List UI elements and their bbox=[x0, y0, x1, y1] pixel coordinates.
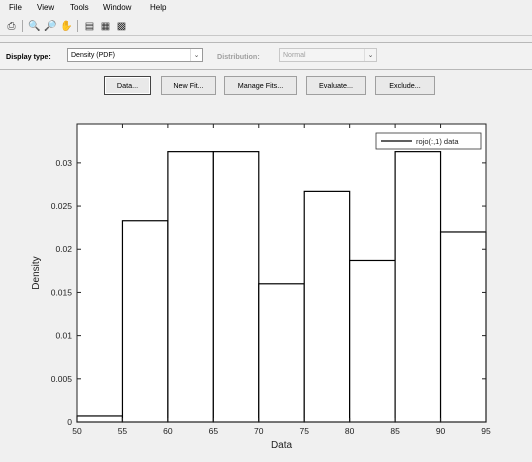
exclude-button[interactable]: Exclude... bbox=[375, 76, 435, 95]
legend-icon[interactable]: ▤ bbox=[84, 20, 95, 32]
grid-icon[interactable]: ▦ bbox=[100, 20, 111, 32]
distribution-value: Normal bbox=[283, 52, 306, 59]
zoom-out-icon[interactable]: 🔎 bbox=[44, 20, 57, 32]
manage-fits-button[interactable]: Manage Fits... bbox=[224, 76, 297, 95]
histogram-bar bbox=[394, 151, 442, 423]
y-tick-label: 0.02 bbox=[55, 244, 72, 254]
y-tick-label: 0.025 bbox=[51, 201, 73, 211]
zoom-in-icon[interactable]: 🔍 bbox=[28, 20, 41, 32]
histogram-bar bbox=[439, 231, 487, 423]
y-tick-label: 0.01 bbox=[55, 331, 72, 341]
display-controls: Display type: Density (PDF) ⌄ Distributi… bbox=[0, 42, 532, 70]
new-fit-button[interactable]: New Fit... bbox=[161, 76, 216, 95]
y-axis-label: Density bbox=[31, 256, 42, 289]
menu-tools[interactable]: Tools bbox=[70, 3, 89, 12]
y-tick-label: 0.03 bbox=[55, 158, 72, 168]
histogram-bar bbox=[303, 190, 351, 423]
legend-label: rojo(:,1) data bbox=[416, 137, 459, 146]
display-type-select[interactable]: Density (PDF) ⌄ bbox=[67, 48, 203, 62]
menu-window[interactable]: Window bbox=[103, 3, 132, 12]
histogram-bar bbox=[258, 283, 305, 423]
histogram-bar bbox=[76, 415, 124, 423]
distribution-select[interactable]: Normal ⌄ bbox=[279, 48, 377, 62]
menu-bar: File View Tools Window Help bbox=[0, 0, 532, 16]
evaluate-button[interactable]: Evaluate... bbox=[306, 76, 366, 95]
distribution-label: Distribution: bbox=[217, 52, 260, 61]
axes-limits-icon[interactable]: ▩ bbox=[116, 20, 127, 32]
x-tick-label: 75 bbox=[299, 426, 309, 436]
x-tick-label: 55 bbox=[118, 426, 128, 436]
y-tick-label: 0 bbox=[67, 417, 72, 427]
axes-box bbox=[76, 123, 487, 423]
histogram-bar bbox=[167, 151, 214, 423]
menu-file[interactable]: File bbox=[9, 3, 22, 12]
histogram-bar bbox=[349, 259, 396, 423]
x-tick-label: 60 bbox=[163, 426, 173, 436]
display-type-value: Density (PDF) bbox=[71, 52, 115, 59]
legend-box bbox=[375, 132, 482, 150]
chevron-down-icon: ⌄ bbox=[364, 49, 376, 61]
x-tick-label: 80 bbox=[345, 426, 355, 436]
y-tick-label: 0.005 bbox=[51, 374, 73, 384]
x-tick-label: 65 bbox=[209, 426, 219, 436]
toolbar: ⎙ 🔍 🔎 ✋ ▤ ▦ ▩ bbox=[0, 17, 532, 36]
toolbar-separator bbox=[77, 20, 78, 32]
x-tick-label: 50 bbox=[72, 426, 82, 436]
histogram-bar bbox=[212, 151, 260, 423]
x-axis-label: Data bbox=[271, 440, 293, 451]
chevron-down-icon: ⌄ bbox=[190, 49, 202, 61]
x-tick-label: 90 bbox=[436, 426, 446, 436]
menu-view[interactable]: View bbox=[37, 3, 55, 12]
toolbar-separator bbox=[22, 20, 23, 32]
display-type-label: Display type: bbox=[6, 52, 51, 61]
data-button[interactable]: Data... bbox=[104, 76, 151, 95]
menu-help[interactable]: Help bbox=[150, 3, 167, 12]
x-tick-label: 95 bbox=[481, 426, 491, 436]
x-tick-label: 85 bbox=[390, 426, 400, 436]
histogram-bar bbox=[121, 220, 169, 423]
y-tick-label: 0.015 bbox=[51, 287, 73, 297]
pan-icon[interactable]: ✋ bbox=[60, 20, 73, 32]
print-icon[interactable]: ⎙ bbox=[7, 20, 16, 32]
x-tick-label: 70 bbox=[254, 426, 264, 436]
